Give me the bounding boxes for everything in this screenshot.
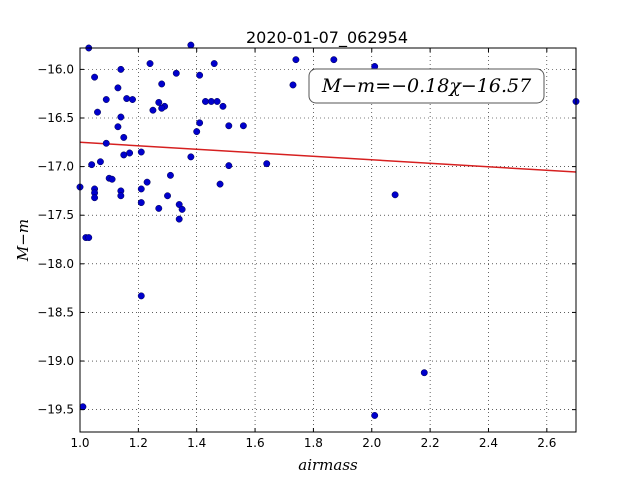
- fit-line: [79, 141, 577, 173]
- data-point: [155, 98, 163, 106]
- data-point: [216, 180, 224, 188]
- data-point: [114, 123, 122, 131]
- data-point: [213, 98, 221, 105]
- data-point: [108, 175, 116, 183]
- x-tick-label: 2.2: [421, 436, 440, 450]
- data-point: [391, 191, 399, 199]
- y-tick-label: −17.5: [37, 208, 74, 222]
- chart-title: 2020-01-07_062954: [246, 28, 408, 48]
- grid: [79, 48, 576, 432]
- data-point: [196, 119, 204, 127]
- data-point: [146, 60, 154, 68]
- data-point: [137, 148, 145, 156]
- y-axis: −16.0 −16.5 −17.0 −17.5 −18.0 −18.5 −19.0 −19.5: [37, 62, 576, 417]
- x-axis-label: airmass: [298, 456, 358, 474]
- data-point: [292, 56, 300, 64]
- data-point: [102, 139, 110, 147]
- data-point: [120, 151, 128, 159]
- data-point: [166, 171, 174, 179]
- x-tick-label: 2.0: [362, 436, 381, 450]
- data-point: [79, 403, 87, 411]
- data-point: [114, 84, 122, 92]
- data-point: [187, 153, 195, 161]
- data-point: [239, 122, 247, 130]
- data-point: [126, 149, 134, 157]
- y-tick-label: −18.5: [37, 305, 74, 319]
- data-point: [225, 122, 233, 130]
- annotation-text: M−m=−0.18χ−16.57: [321, 75, 532, 97]
- fit-layer: [79, 141, 577, 173]
- data-point: [196, 71, 204, 79]
- data-point: [371, 412, 379, 419]
- data-point: [137, 199, 145, 207]
- data-point: [158, 104, 166, 112]
- data-point: [202, 98, 209, 105]
- data-point: [149, 106, 157, 114]
- y-tick-label: −19.0: [37, 354, 74, 368]
- y-axis-label: M−m: [14, 219, 32, 262]
- data-point: [117, 192, 125, 200]
- y-tick-label: −16.5: [37, 111, 74, 125]
- data-point: [172, 69, 180, 77]
- plot-frame: [79, 47, 577, 433]
- data-point: [143, 178, 151, 186]
- data-point: [178, 205, 186, 213]
- data-point: [263, 160, 271, 168]
- data-point: [207, 98, 215, 105]
- data-point: [96, 158, 104, 166]
- y-tick-label: −16.0: [37, 62, 74, 76]
- data-point: [155, 204, 163, 212]
- data-point: [117, 65, 125, 73]
- y-tick-label: −17.0: [37, 160, 74, 174]
- data-point: [91, 73, 99, 81]
- data-point: [123, 95, 131, 103]
- data-point: [88, 161, 96, 169]
- annotation-layer: M−m=−0.18χ−16.57: [308, 68, 545, 104]
- x-tick-label: 2.4: [479, 436, 498, 450]
- x-tick-label: 1.8: [304, 436, 323, 450]
- data-point: [94, 108, 101, 116]
- data-point: [330, 56, 338, 64]
- points-layer: [76, 41, 580, 419]
- data-point: [117, 113, 125, 121]
- data-point: [120, 133, 128, 141]
- data-point: [137, 185, 145, 193]
- x-tick-label: 1.2: [129, 436, 148, 450]
- data-point: [193, 128, 201, 136]
- data-point: [164, 192, 171, 200]
- data-point: [289, 81, 297, 89]
- data-point: [187, 41, 195, 49]
- x-tick-label: 1.0: [70, 436, 89, 450]
- y-tick-label: −19.5: [37, 403, 74, 417]
- data-point: [102, 96, 110, 103]
- y-tick-label: −18.0: [37, 257, 74, 271]
- x-tick-label: 1.4: [187, 436, 206, 450]
- data-point: [175, 215, 183, 223]
- annotation-box: [308, 68, 545, 104]
- data-point: [85, 234, 93, 242]
- data-point: [129, 96, 136, 103]
- data-point: [158, 80, 166, 88]
- data-point: [219, 102, 227, 110]
- data-point: [91, 194, 99, 202]
- x-tick-label: 1.6: [246, 436, 265, 450]
- data-point: [137, 292, 145, 300]
- x-axis: 1.0 1.2 1.4 1.6 1.8 2.0 2.2 2.4 2.6: [70, 48, 556, 450]
- data-point: [210, 60, 218, 68]
- data-point: [420, 369, 428, 377]
- x-tick-label: 2.6: [537, 436, 556, 450]
- data-point: [225, 162, 233, 170]
